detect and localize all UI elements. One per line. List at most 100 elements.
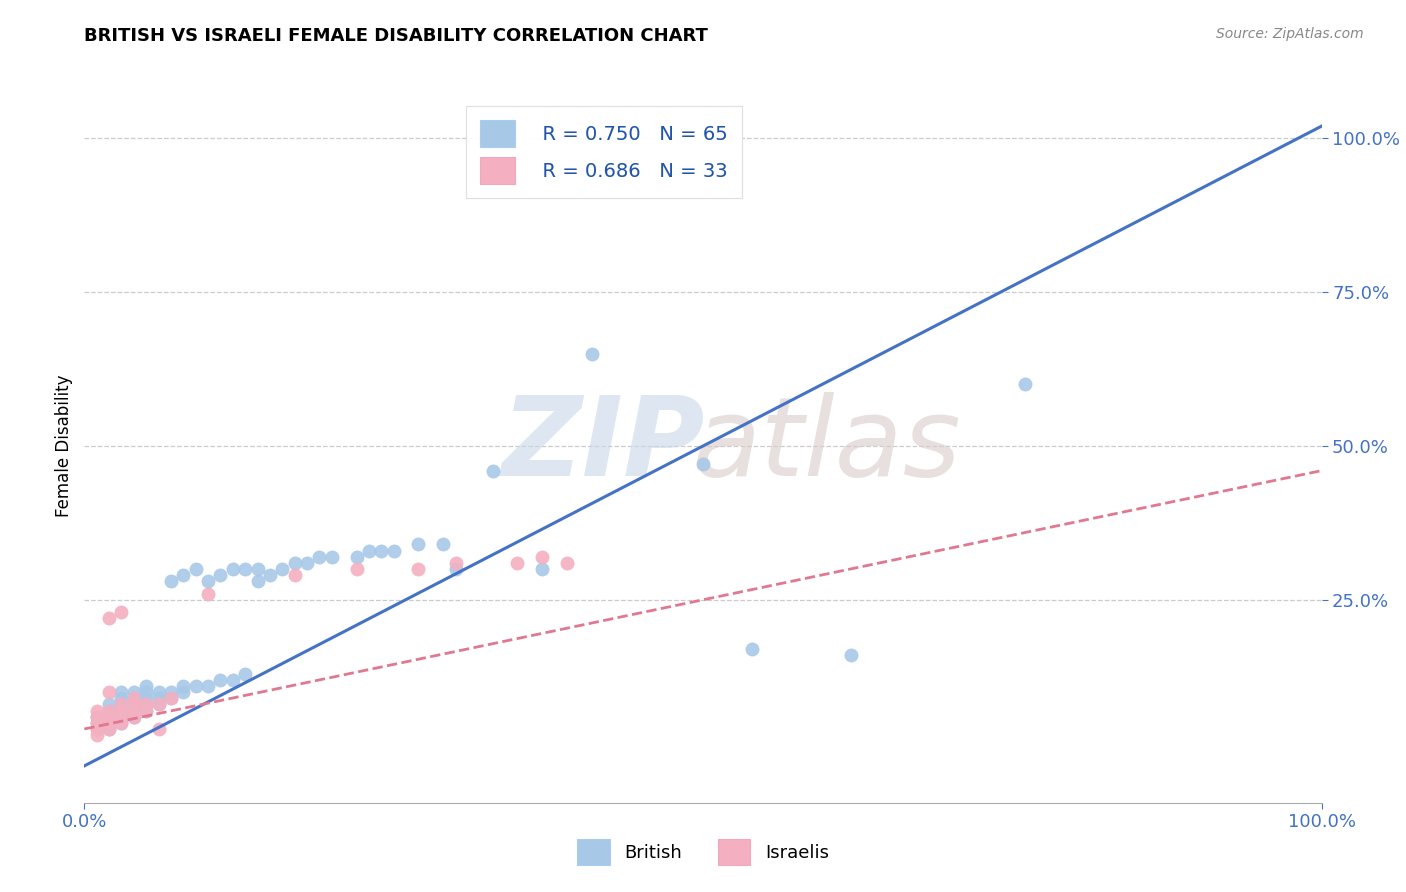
Point — [160, 685, 183, 699]
Point — [98, 685, 121, 699]
Point — [110, 698, 132, 712]
Point — [233, 562, 256, 576]
Point — [346, 562, 368, 576]
Point — [555, 556, 578, 570]
Point — [148, 685, 170, 699]
Point — [184, 562, 207, 576]
Point — [110, 704, 132, 718]
Point — [370, 543, 392, 558]
Point — [148, 691, 170, 706]
Point — [346, 549, 368, 564]
Point — [135, 691, 157, 706]
Point — [135, 704, 157, 718]
Point — [295, 556, 318, 570]
Point — [222, 673, 245, 687]
Point — [98, 715, 121, 730]
Point — [86, 722, 108, 736]
Point — [122, 709, 145, 723]
Point — [184, 679, 207, 693]
Point — [284, 556, 307, 570]
Point — [110, 605, 132, 619]
Point — [506, 556, 529, 570]
Point — [197, 574, 219, 589]
Point — [160, 691, 183, 706]
Point — [284, 568, 307, 582]
Legend:   R = 0.750   N = 65,   R = 0.686   N = 33: R = 0.750 N = 65, R = 0.686 N = 33 — [467, 106, 742, 198]
Point — [86, 704, 108, 718]
Point — [246, 574, 269, 589]
Point — [122, 691, 145, 706]
Point — [222, 562, 245, 576]
Point — [1014, 377, 1036, 392]
Point — [110, 685, 132, 699]
Point — [135, 704, 157, 718]
Point — [209, 673, 232, 687]
Point — [98, 722, 121, 736]
Point — [110, 698, 132, 712]
Point — [209, 568, 232, 582]
Point — [110, 715, 132, 730]
Point — [86, 722, 108, 736]
Point — [581, 347, 603, 361]
Point — [148, 698, 170, 712]
Point — [98, 709, 121, 723]
Point — [246, 562, 269, 576]
Point — [86, 715, 108, 730]
Text: BRITISH VS ISRAELI FEMALE DISABILITY CORRELATION CHART: BRITISH VS ISRAELI FEMALE DISABILITY COR… — [84, 27, 709, 45]
Point — [122, 691, 145, 706]
Point — [110, 704, 132, 718]
Point — [531, 562, 554, 576]
Point — [98, 611, 121, 625]
Point — [308, 549, 330, 564]
Point — [233, 666, 256, 681]
Point — [357, 543, 380, 558]
Text: ZIP: ZIP — [502, 392, 706, 500]
Point — [110, 691, 132, 706]
Point — [481, 464, 503, 478]
Point — [122, 685, 145, 699]
Point — [86, 709, 108, 723]
Point — [432, 537, 454, 551]
Point — [321, 549, 343, 564]
Point — [86, 709, 108, 723]
Point — [444, 562, 467, 576]
Point — [444, 556, 467, 570]
Point — [135, 698, 157, 712]
Point — [259, 568, 281, 582]
Point — [110, 709, 132, 723]
Y-axis label: Female Disability: Female Disability — [55, 375, 73, 517]
Point — [98, 704, 121, 718]
Text: atlas: atlas — [692, 392, 962, 500]
Point — [122, 709, 145, 723]
Point — [148, 698, 170, 712]
Point — [841, 648, 863, 662]
Point — [692, 458, 714, 472]
Point — [148, 722, 170, 736]
Point — [98, 709, 121, 723]
Point — [98, 715, 121, 730]
Point — [110, 709, 132, 723]
Point — [741, 642, 763, 657]
Point — [135, 679, 157, 693]
Point — [98, 698, 121, 712]
Point — [160, 691, 183, 706]
Point — [197, 679, 219, 693]
Point — [122, 698, 145, 712]
Legend: British, Israelis: British, Israelis — [568, 830, 838, 874]
Point — [408, 562, 430, 576]
Text: Source: ZipAtlas.com: Source: ZipAtlas.com — [1216, 27, 1364, 41]
Point — [172, 568, 194, 582]
Point — [172, 679, 194, 693]
Point — [172, 685, 194, 699]
Point — [98, 722, 121, 736]
Point — [122, 704, 145, 718]
Point — [122, 698, 145, 712]
Point — [197, 587, 219, 601]
Point — [531, 549, 554, 564]
Point — [135, 698, 157, 712]
Point — [382, 543, 405, 558]
Point — [98, 704, 121, 718]
Point — [122, 704, 145, 718]
Point — [408, 537, 430, 551]
Point — [160, 574, 183, 589]
